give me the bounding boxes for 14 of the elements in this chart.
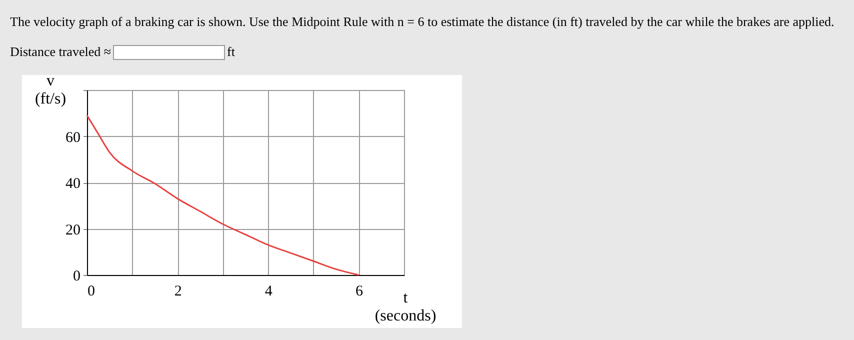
x-tick-label: 2 bbox=[174, 284, 182, 300]
y-tick-label: 40 bbox=[66, 176, 80, 192]
x-tick-label: 4 bbox=[264, 284, 273, 300]
y-tick-label: 60 bbox=[66, 130, 80, 146]
text: ft bbox=[226, 44, 235, 60]
x-tick-label: 0 bbox=[88, 284, 95, 300]
y-tick-label: 20 bbox=[66, 222, 80, 238]
x-axis-title: t (seconds) bbox=[374, 290, 436, 324]
y-tick-label: 0 bbox=[73, 268, 80, 284]
text: Distance traveled ≈ bbox=[10, 44, 111, 60]
x-tick-label: 6 bbox=[355, 284, 364, 300]
line-series bbox=[86, 114, 360, 276]
y-axis-title: v (ft/s) bbox=[34, 72, 66, 108]
chart-title: The velocity graph of a braking car is shown. Use the Midpoint Rule with n = 6 to estimate the distance (in ft) traveled by the car while the brakes are applied. bbox=[10, 14, 834, 30]
